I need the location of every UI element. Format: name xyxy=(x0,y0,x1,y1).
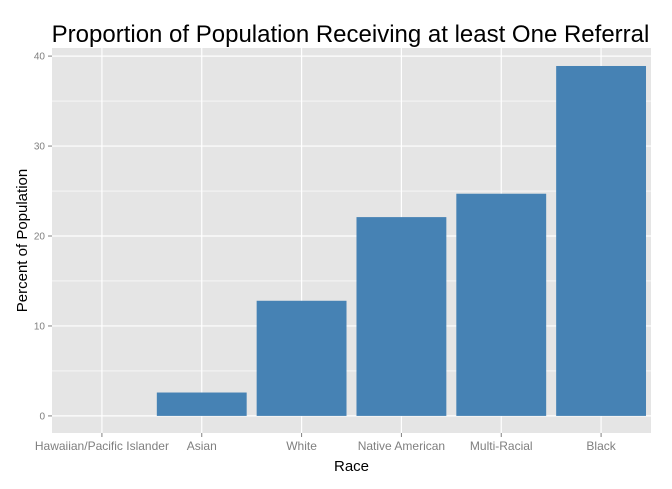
bar xyxy=(356,217,447,416)
x-axis-label: Race xyxy=(334,458,369,475)
plot-panel xyxy=(52,48,651,433)
chart-title: Proportion of Population Receiving at le… xyxy=(52,21,650,48)
y-tick-label: 20 xyxy=(34,232,46,243)
x-tick-label: White xyxy=(286,439,317,453)
y-axis: 0 10 20 30 40 xyxy=(34,52,52,422)
x-axis: Hawaiian/Pacific Islander Asian White Nativ… xyxy=(35,433,617,453)
y-tick-label: 10 xyxy=(34,321,46,332)
bar-layer xyxy=(156,65,647,416)
bar xyxy=(556,65,647,416)
y-tick-label: 30 xyxy=(34,142,46,153)
y-axis-label: Percent of Population xyxy=(14,169,31,312)
bar xyxy=(156,392,247,416)
bar xyxy=(456,193,547,416)
x-tick-label: Asian xyxy=(187,439,217,453)
y-tick-label: 0 xyxy=(39,411,45,422)
x-tick-label: Multi-Racial xyxy=(470,439,533,453)
x-tick-label: Black xyxy=(586,439,616,453)
x-tick-label: Native American xyxy=(358,439,445,453)
y-tick-label: 40 xyxy=(34,52,46,63)
bar xyxy=(256,300,347,416)
x-tick-label: Hawaiian/Pacific Islander xyxy=(35,439,169,453)
